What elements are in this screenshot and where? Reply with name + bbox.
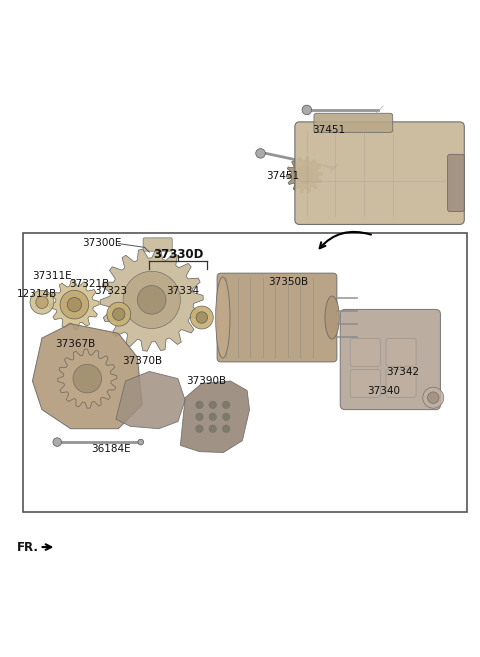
- FancyBboxPatch shape: [143, 238, 172, 251]
- Text: 37340: 37340: [367, 386, 400, 396]
- Circle shape: [191, 306, 213, 329]
- Circle shape: [196, 413, 203, 420]
- Circle shape: [296, 166, 313, 183]
- Circle shape: [428, 392, 439, 403]
- Text: 37330D: 37330D: [153, 248, 203, 261]
- Text: 37350B: 37350B: [268, 277, 308, 286]
- Circle shape: [53, 438, 61, 446]
- Ellipse shape: [216, 277, 230, 358]
- Polygon shape: [49, 280, 99, 329]
- Polygon shape: [33, 324, 142, 429]
- FancyBboxPatch shape: [314, 113, 393, 132]
- Text: 37451: 37451: [312, 125, 345, 135]
- Circle shape: [209, 401, 216, 409]
- Text: 37342: 37342: [386, 367, 419, 377]
- FancyBboxPatch shape: [350, 338, 380, 366]
- Circle shape: [60, 290, 89, 319]
- Circle shape: [138, 440, 144, 445]
- Circle shape: [73, 364, 102, 393]
- Polygon shape: [116, 371, 185, 429]
- Circle shape: [137, 286, 166, 314]
- Text: 37451: 37451: [266, 171, 300, 181]
- Circle shape: [222, 401, 230, 409]
- Text: 37390B: 37390B: [187, 376, 227, 386]
- Circle shape: [113, 308, 125, 321]
- FancyBboxPatch shape: [386, 369, 416, 397]
- FancyBboxPatch shape: [350, 369, 380, 397]
- Polygon shape: [180, 381, 250, 453]
- FancyBboxPatch shape: [217, 273, 337, 362]
- Polygon shape: [58, 349, 117, 408]
- Text: 37334: 37334: [166, 286, 199, 296]
- Polygon shape: [286, 157, 323, 193]
- Text: 36184E: 36184E: [91, 443, 131, 454]
- Circle shape: [423, 387, 444, 408]
- Circle shape: [107, 302, 131, 326]
- Circle shape: [67, 298, 82, 312]
- Circle shape: [123, 271, 180, 328]
- FancyBboxPatch shape: [447, 154, 464, 212]
- Text: 37323: 37323: [95, 286, 128, 296]
- Circle shape: [196, 401, 203, 409]
- FancyBboxPatch shape: [340, 309, 441, 409]
- FancyBboxPatch shape: [295, 122, 464, 225]
- Circle shape: [196, 312, 207, 323]
- Circle shape: [30, 290, 54, 314]
- Circle shape: [196, 425, 203, 432]
- Circle shape: [209, 425, 216, 432]
- Circle shape: [256, 148, 265, 158]
- Text: 37311E: 37311E: [32, 271, 72, 281]
- Polygon shape: [100, 248, 203, 351]
- Circle shape: [36, 296, 48, 308]
- Circle shape: [222, 425, 230, 432]
- Ellipse shape: [325, 296, 339, 339]
- Text: 37300E: 37300E: [82, 238, 121, 248]
- Text: 12314B: 12314B: [17, 288, 57, 299]
- Circle shape: [222, 413, 230, 420]
- Text: 37370B: 37370B: [122, 356, 162, 366]
- Circle shape: [209, 413, 216, 420]
- Circle shape: [302, 105, 312, 115]
- FancyBboxPatch shape: [386, 338, 416, 366]
- Text: 37367B: 37367B: [55, 339, 96, 349]
- Text: FR.: FR.: [17, 541, 38, 554]
- Text: 37321B: 37321B: [70, 279, 110, 289]
